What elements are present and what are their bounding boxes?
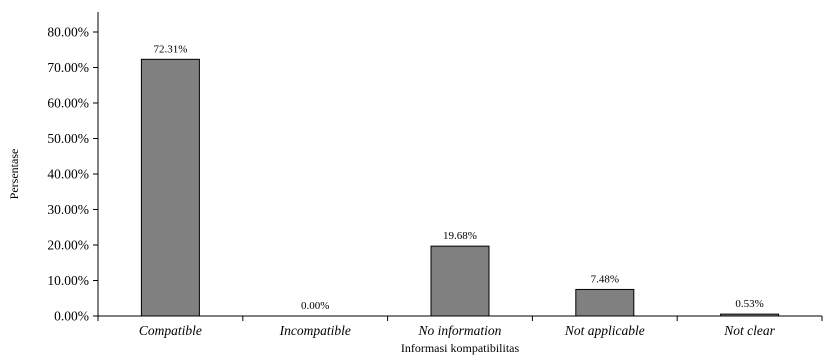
data-label: 72.31% bbox=[153, 43, 187, 55]
x-tick-label: Not applicable bbox=[564, 323, 645, 338]
data-label: 0.53% bbox=[735, 298, 763, 310]
x-tick-label: Incompatible bbox=[279, 323, 351, 338]
bars-group bbox=[140, 58, 780, 317]
y-axis-label: Persentase bbox=[7, 149, 21, 200]
x-tick-label: Not clear bbox=[723, 323, 775, 338]
x-tick-label: Compatible bbox=[139, 323, 202, 338]
y-tick-label: 0.00% bbox=[54, 309, 89, 324]
y-tick-label: 20.00% bbox=[47, 238, 89, 253]
y-tick-label: 40.00% bbox=[47, 167, 89, 182]
x-ticks-group: Compatible Incompatible No information Not … bbox=[97, 316, 823, 338]
data-labels-group: 72.31% 0.00% 19.68% 7.48% 0.53% bbox=[153, 43, 763, 312]
y-tick-label: 80.00% bbox=[47, 25, 89, 40]
x-tick-label: No information bbox=[418, 323, 502, 338]
y-tick-label: 60.00% bbox=[47, 96, 89, 111]
bar bbox=[575, 288, 635, 317]
y-tick-label: 10.00% bbox=[47, 273, 89, 288]
data-label: 19.68% bbox=[443, 230, 477, 242]
bar bbox=[430, 245, 490, 317]
data-label: 0.00% bbox=[301, 300, 329, 312]
bar bbox=[140, 58, 200, 317]
y-ticks-group: 0.00% 10.00% 20.00% 30.00% 40.00% 50.00% 60.00… bbox=[47, 25, 98, 324]
bar bbox=[720, 313, 780, 317]
y-tick-label: 50.00% bbox=[47, 131, 89, 146]
x-axis-label: Informasi kompatibilitas bbox=[401, 341, 520, 355]
y-tick-label: 30.00% bbox=[47, 202, 89, 217]
data-label: 7.48% bbox=[591, 273, 619, 285]
y-tick-label: 70.00% bbox=[47, 60, 89, 75]
